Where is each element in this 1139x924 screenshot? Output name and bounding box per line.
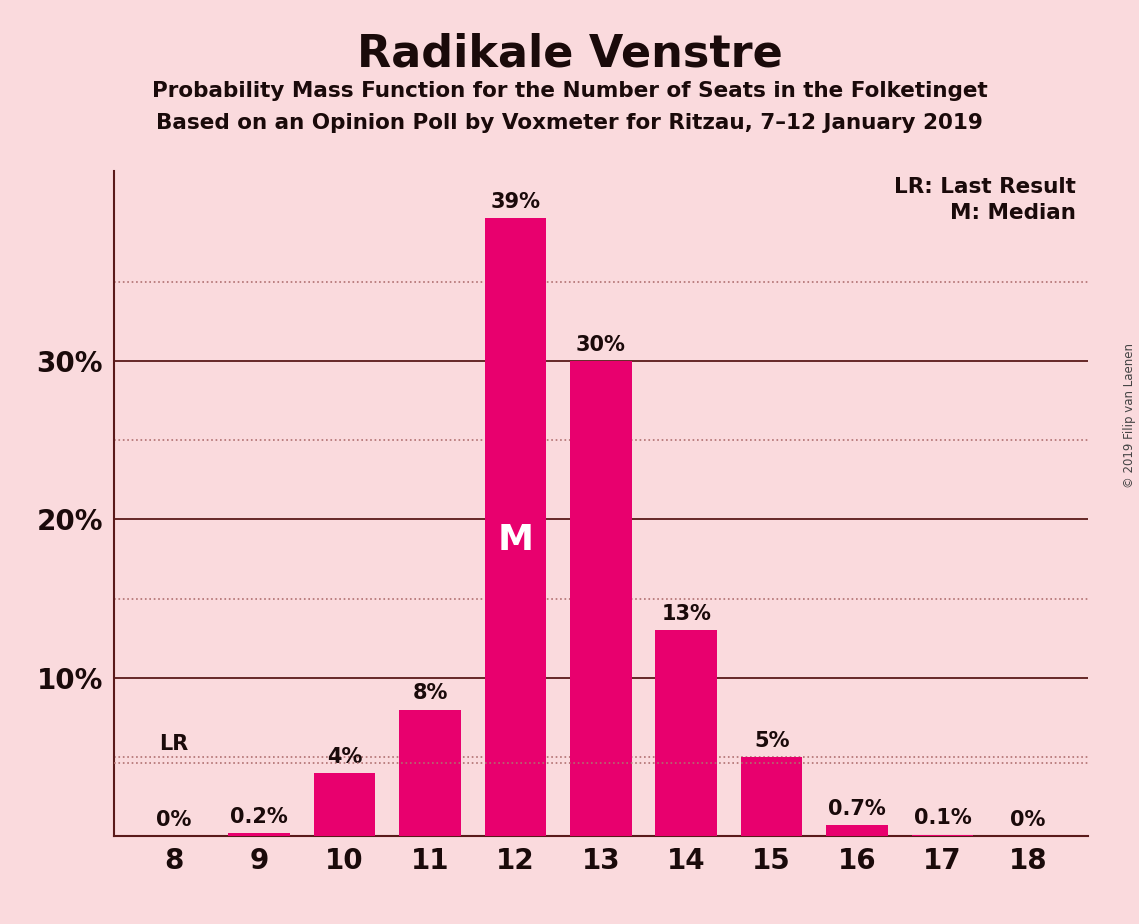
Bar [399,710,460,836]
Bar [656,630,718,836]
Text: 5%: 5% [754,731,789,750]
Text: M: M [498,523,533,556]
Bar [228,833,289,836]
Text: Radikale Venstre: Radikale Venstre [357,32,782,76]
Bar [911,834,973,836]
Text: 4%: 4% [327,747,362,767]
Text: © 2019 Filip van Laenen: © 2019 Filip van Laenen [1123,344,1137,488]
Text: 0.2%: 0.2% [230,807,288,827]
Text: 39%: 39% [491,192,540,213]
Text: LR: LR [159,734,188,754]
Bar [570,361,631,836]
Text: 13%: 13% [662,604,711,624]
Bar [826,825,887,836]
Text: 8%: 8% [412,683,448,703]
Text: M: Median: M: Median [950,203,1076,224]
Text: 0%: 0% [156,809,191,830]
Text: 0%: 0% [1010,809,1046,830]
Text: LR: Last Result: LR: Last Result [894,177,1076,198]
Bar [740,757,802,836]
Bar [313,772,376,836]
Text: Based on an Opinion Poll by Voxmeter for Ritzau, 7–12 January 2019: Based on an Opinion Poll by Voxmeter for… [156,113,983,133]
Bar [484,218,547,836]
Text: 0.1%: 0.1% [913,808,972,828]
Text: 0.7%: 0.7% [828,798,886,819]
Text: 30%: 30% [576,334,625,355]
Text: Probability Mass Function for the Number of Seats in the Folketinget: Probability Mass Function for the Number… [151,81,988,102]
